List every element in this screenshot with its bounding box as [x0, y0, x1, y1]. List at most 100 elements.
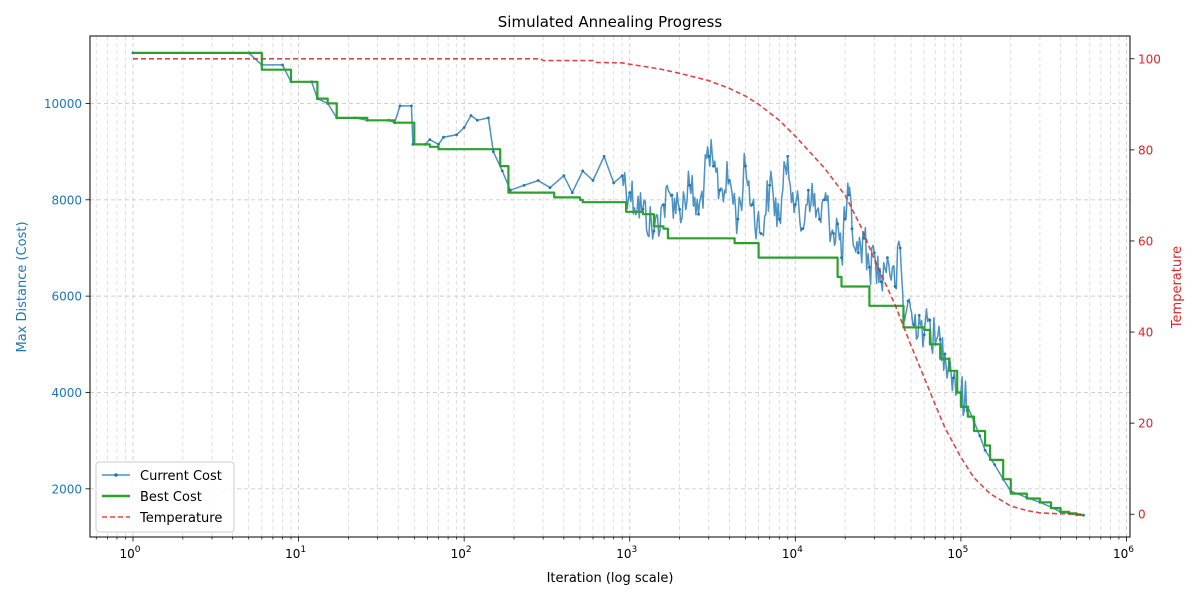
temperature-line [133, 58, 1084, 515]
current-cost-point [602, 155, 606, 158]
x-tick-label: 106 [1113, 545, 1134, 561]
current-cost-point [943, 352, 947, 356]
current-cost-point [522, 183, 526, 187]
current-cost-point [707, 155, 711, 158]
current-cost-point [786, 155, 790, 158]
current-cost-point [978, 434, 982, 438]
grid [90, 36, 1130, 537]
y-right-tick-label: 80 [1138, 143, 1153, 157]
current-cost-point [442, 135, 445, 139]
legend: Current Cost Best Cost Temperature [95, 461, 235, 533]
axes: 100 101 102 103 104 105 106 2000 4000 6000 8000 100… [44, 52, 1161, 561]
current-cost-point [475, 118, 479, 122]
current-cost-point [832, 232, 835, 235]
y-right-tick-label: 40 [1138, 326, 1153, 340]
current-cost-point [906, 299, 910, 303]
current-cost-point [487, 116, 490, 120]
plot-frame [89, 35, 1131, 538]
x-tick-label: 104 [782, 545, 803, 561]
current-cost-point [928, 318, 932, 322]
current-cost-point [612, 181, 616, 185]
current-cost-point [818, 217, 821, 221]
x-tick-label: 101 [285, 545, 306, 561]
current-cost-point [847, 193, 851, 197]
current-cost-point [652, 229, 656, 233]
current-cost-point [491, 150, 495, 154]
current-cost-point [670, 193, 674, 197]
current-cost-point [536, 179, 540, 182]
current-cost-point [570, 191, 574, 195]
current-cost-point [688, 183, 691, 187]
x-tick-label: 100 [119, 545, 140, 561]
legend-marker-current [114, 473, 118, 477]
current-cost-point [912, 323, 916, 327]
legend-label-temperature: Temperature [139, 511, 222, 526]
current-cost-point [662, 203, 665, 207]
legend-label-best: Best Cost [140, 490, 202, 505]
current-cost-point [581, 169, 585, 173]
current-cost-point [898, 246, 902, 250]
current-cost-point [548, 186, 552, 190]
current-cost-point [712, 164, 715, 168]
y-left-tick-label: 10000 [44, 97, 82, 111]
current-cost-point [562, 174, 566, 178]
legend-box [95, 461, 235, 533]
current-cost-point [800, 227, 804, 231]
current-cost-point [678, 208, 681, 211]
current-cost-point [281, 63, 284, 67]
current-cost-point [736, 217, 740, 221]
legend-label-current: Current Cost [140, 469, 222, 484]
current-cost-point [993, 463, 997, 467]
y-axis-label-left: Max Distance (Cost) [15, 221, 30, 352]
current-cost-point [938, 338, 942, 341]
x-tick-label: 103 [616, 545, 637, 561]
x-tick-label: 102 [451, 545, 472, 561]
current-cost-point [728, 179, 731, 182]
current-cost-point [893, 285, 897, 288]
current-cost-point [843, 217, 847, 221]
y-right-tick-label: 60 [1138, 234, 1153, 248]
current-cost-point [777, 217, 781, 221]
current-cost-line [133, 52, 1084, 517]
current-cost-point [836, 222, 839, 226]
current-cost-point [628, 191, 632, 195]
current-cost-point [840, 256, 843, 259]
y-left-tick-label: 4000 [51, 386, 82, 400]
current-cost-point [437, 143, 440, 146]
current-cost-point [591, 179, 595, 182]
y-left-tick-label: 2000 [51, 482, 82, 496]
current-cost-point [428, 138, 432, 142]
current-cost-point [983, 448, 987, 452]
current-cost-point [641, 208, 645, 211]
current-cost-point [886, 256, 889, 259]
current-cost-point [750, 203, 754, 207]
current-cost-point [807, 188, 810, 192]
current-cost-point [744, 164, 747, 168]
current-cost-point [469, 114, 473, 117]
y-axis-label-right: Temperature [1170, 246, 1185, 329]
current-cost-point [500, 169, 504, 173]
x-tick-label: 105 [947, 545, 968, 561]
best-cost-line [133, 51, 1085, 516]
current-cost-point [868, 265, 871, 269]
current-cost-point [856, 251, 860, 255]
current-cost-point [508, 188, 512, 192]
series-layer [131, 51, 1085, 517]
y-right-tick-label: 20 [1138, 417, 1153, 431]
current-cost-point [879, 280, 883, 284]
current-cost-point [823, 198, 826, 202]
current-cost-point [850, 227, 854, 231]
y-right-tick-label: 0 [1138, 508, 1146, 522]
current-cost-point [917, 314, 921, 317]
current-cost-point [462, 126, 466, 129]
current-cost-point [398, 104, 402, 108]
current-cost-point [455, 133, 458, 137]
current-cost-point [718, 188, 722, 192]
current-cost-point [922, 333, 926, 337]
current-cost-point [697, 212, 700, 216]
current-cost-point [768, 183, 772, 187]
current-cost-point [862, 236, 866, 240]
y-left-tick-label: 6000 [51, 290, 82, 304]
current-cost-point [793, 203, 797, 207]
